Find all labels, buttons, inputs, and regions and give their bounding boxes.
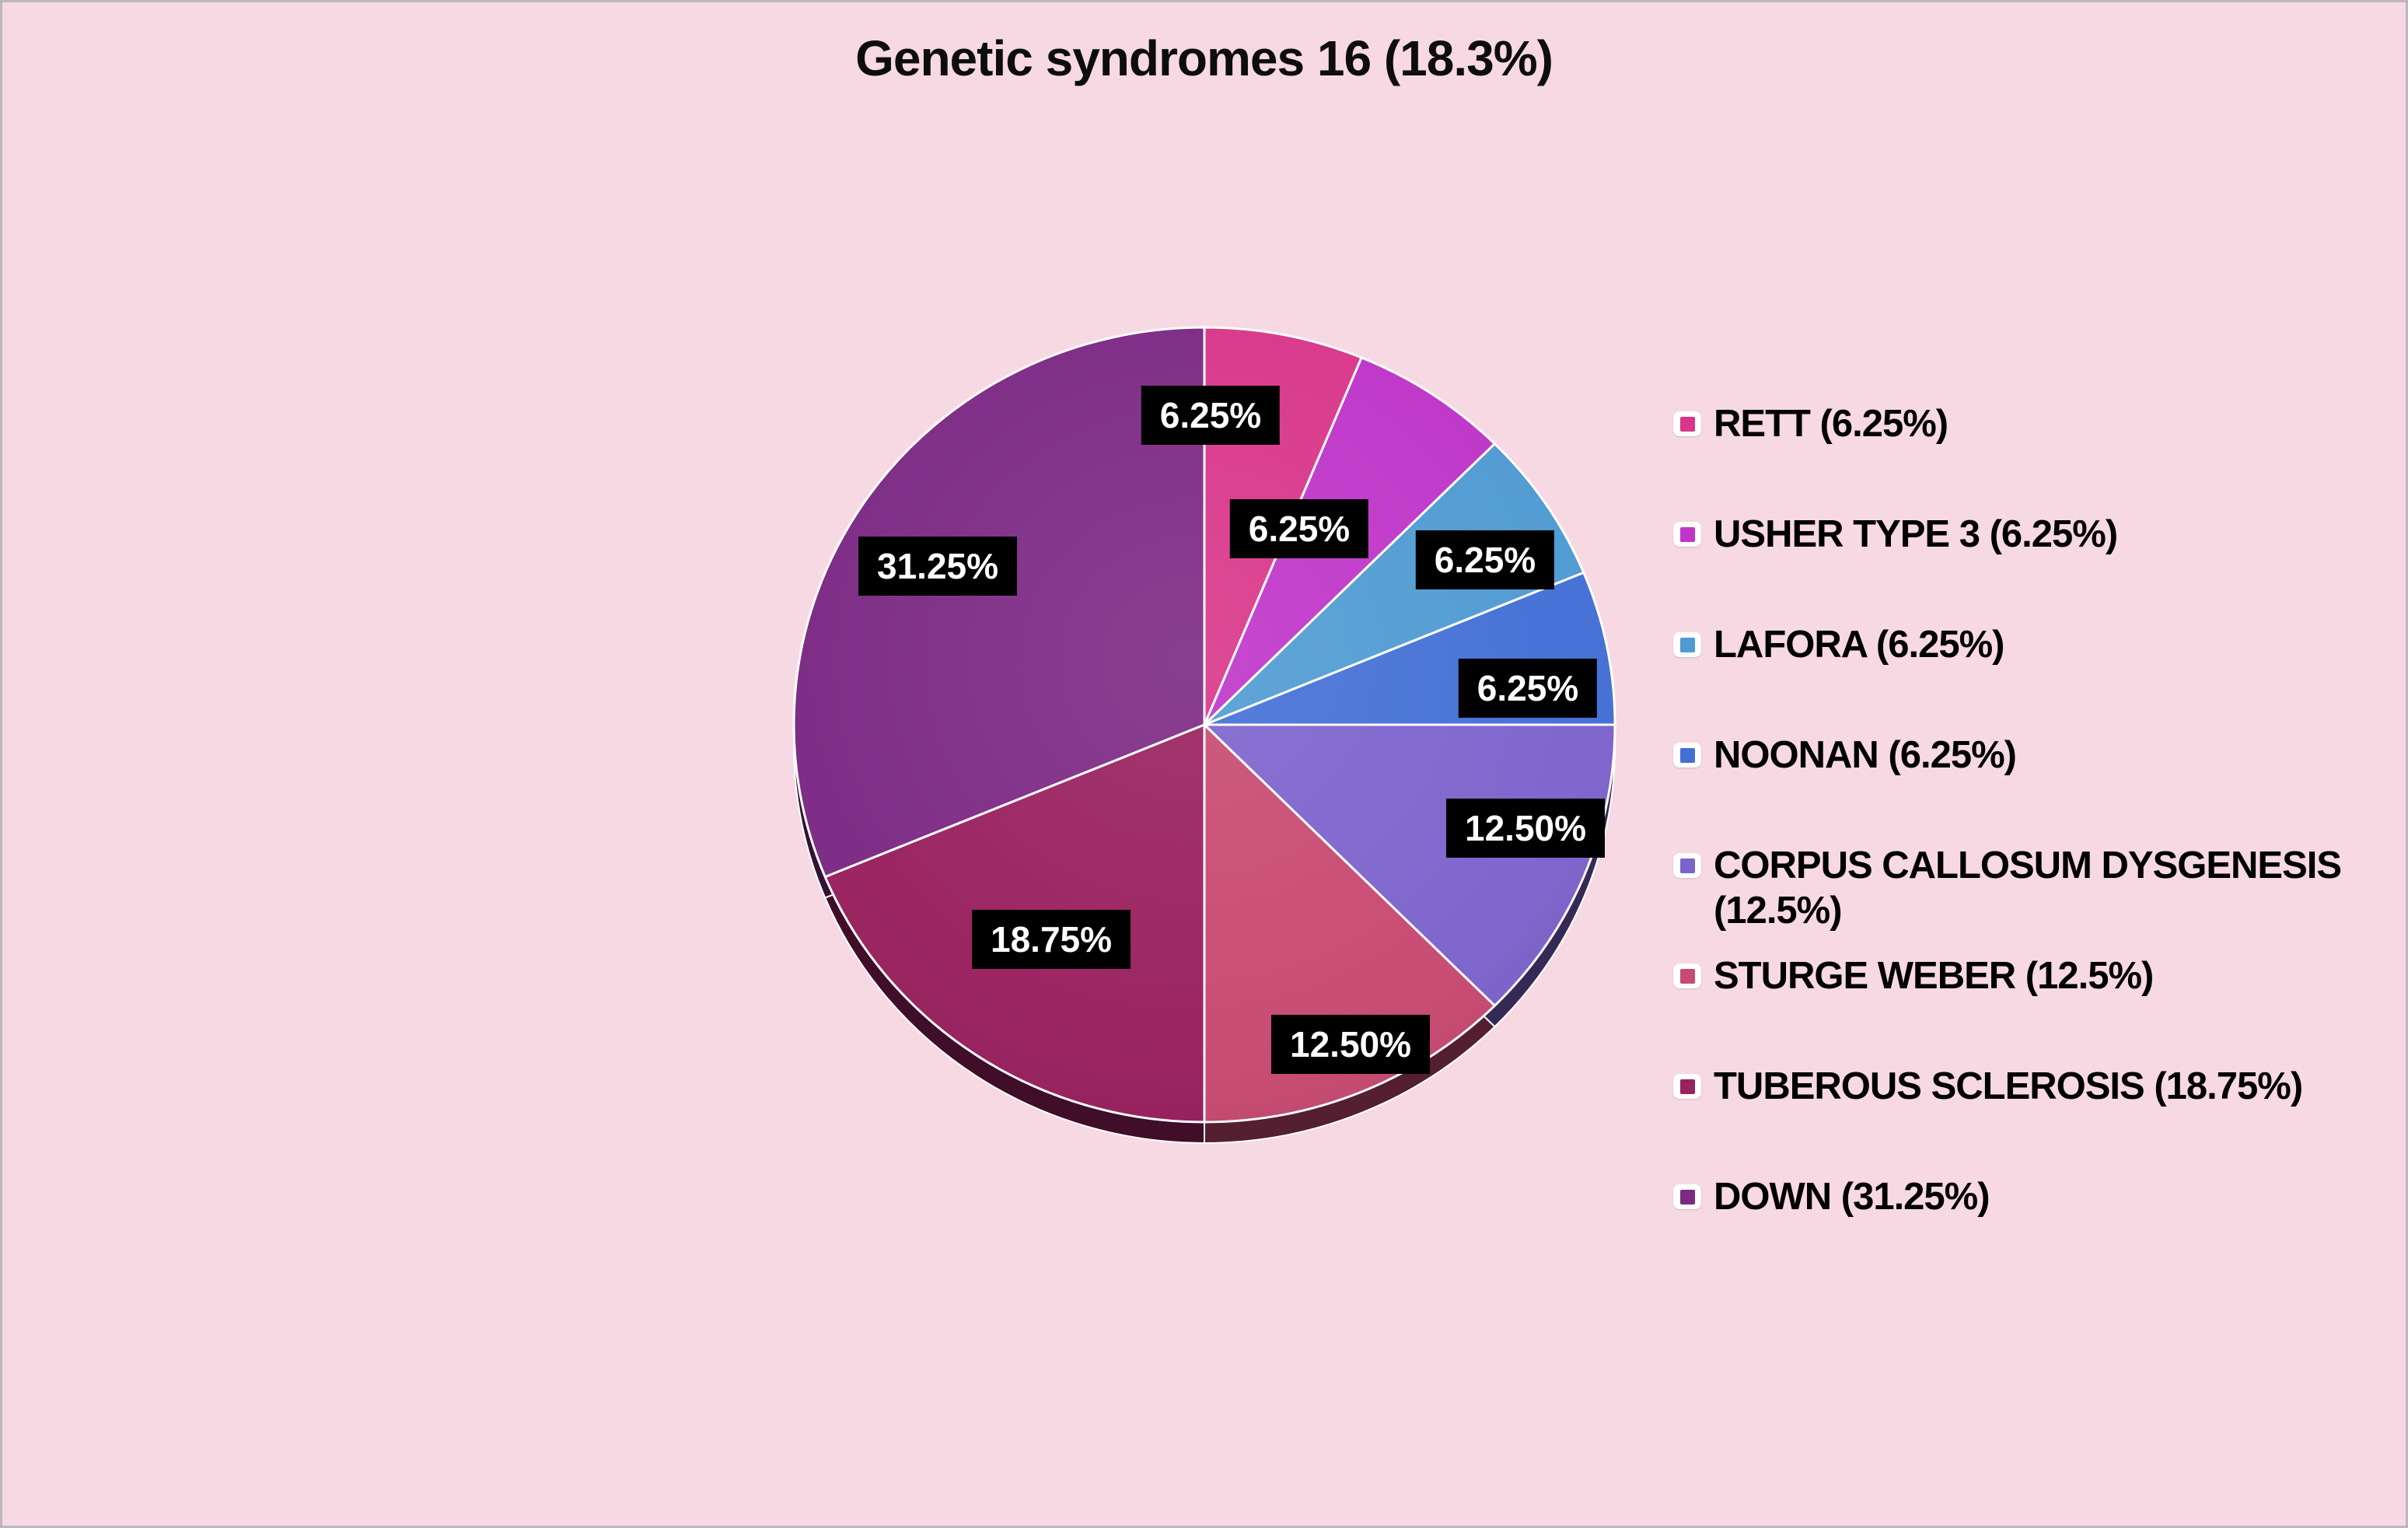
- legend-item-down: DOWN (31.25%): [1673, 1174, 2396, 1219]
- chart-title: Genetic syndromes 16 (18.3%): [855, 30, 1553, 86]
- legend-swatch-icon: [1673, 1184, 1701, 1209]
- legend-item-noonan: NOONAN (6.25%): [1673, 733, 2396, 778]
- legend-item-label: DOWN (31.25%): [1714, 1176, 1990, 1218]
- legend-swatch-color: [1679, 416, 1695, 432]
- legend-item-label: LAFORA (6.25%): [1714, 624, 2005, 666]
- legend-swatch-icon: [1673, 411, 1701, 436]
- legend-swatch-icon: [1673, 632, 1701, 657]
- legend-item-usher-type-3: USHER TYPE 3 (6.25%): [1673, 512, 2396, 557]
- pie-slices: [792, 326, 1616, 1124]
- legend-item-tuberous-sclerosis: TUBEROUS SCLEROSIS (18.75%): [1673, 1064, 2396, 1109]
- legend-swatch-icon: [1673, 1074, 1701, 1099]
- legend-item-label: STURGE WEBER (12.5%): [1714, 955, 2154, 997]
- legend-swatch-color: [1679, 637, 1695, 652]
- legend-item-label: USHER TYPE 3 (6.25%): [1714, 513, 2118, 555]
- legend-swatch-icon: [1673, 522, 1701, 547]
- legend-item-corpus-callosum-dysgenesis: CORPUS CALLOSUM DYSGENESIS (12.5%): [1673, 843, 2396, 933]
- legend-swatch-color: [1679, 968, 1695, 984]
- legend-swatch-icon: [1673, 963, 1701, 988]
- legend-swatch-icon: [1673, 743, 1701, 767]
- data-label-down: 31.25%: [858, 537, 1018, 596]
- legend-swatch-color: [1679, 1079, 1695, 1094]
- data-label-lafora: 6.25%: [1415, 530, 1555, 589]
- data-label-noonan: 6.25%: [1458, 659, 1598, 718]
- data-label-usher-type-3: 6.25%: [1229, 499, 1369, 558]
- data-label-sturge-weber: 12.50%: [1270, 1015, 1431, 1074]
- legend-swatch-color: [1679, 1189, 1695, 1205]
- legend-swatch-color: [1679, 858, 1695, 873]
- legend-item-lafora: LAFORA (6.25%): [1673, 622, 2396, 667]
- legend-swatch-color: [1679, 526, 1695, 542]
- legend-item-label: NOONAN (6.25%): [1714, 734, 2017, 776]
- legend-item-label: RETT (6.25%): [1714, 403, 1948, 445]
- legend-item-label: CORPUS CALLOSUM DYSGENESIS (12.5%): [1714, 844, 2342, 932]
- legend-item-label: TUBEROUS SCLEROSIS (18.75%): [1714, 1065, 2303, 1107]
- legend-item-rett: RETT (6.25%): [1673, 401, 2396, 446]
- data-label-tuberous-sclerosis: 18.75%: [971, 910, 1131, 969]
- data-label-corpus-callosum-dysgenesis: 12.50%: [1445, 799, 1606, 858]
- data-label-rett: 6.25%: [1141, 386, 1281, 445]
- legend-item-sturge-weber: STURGE WEBER (12.5%): [1673, 953, 2396, 998]
- legend-swatch-icon: [1673, 853, 1701, 878]
- legend-swatch-color: [1679, 747, 1695, 763]
